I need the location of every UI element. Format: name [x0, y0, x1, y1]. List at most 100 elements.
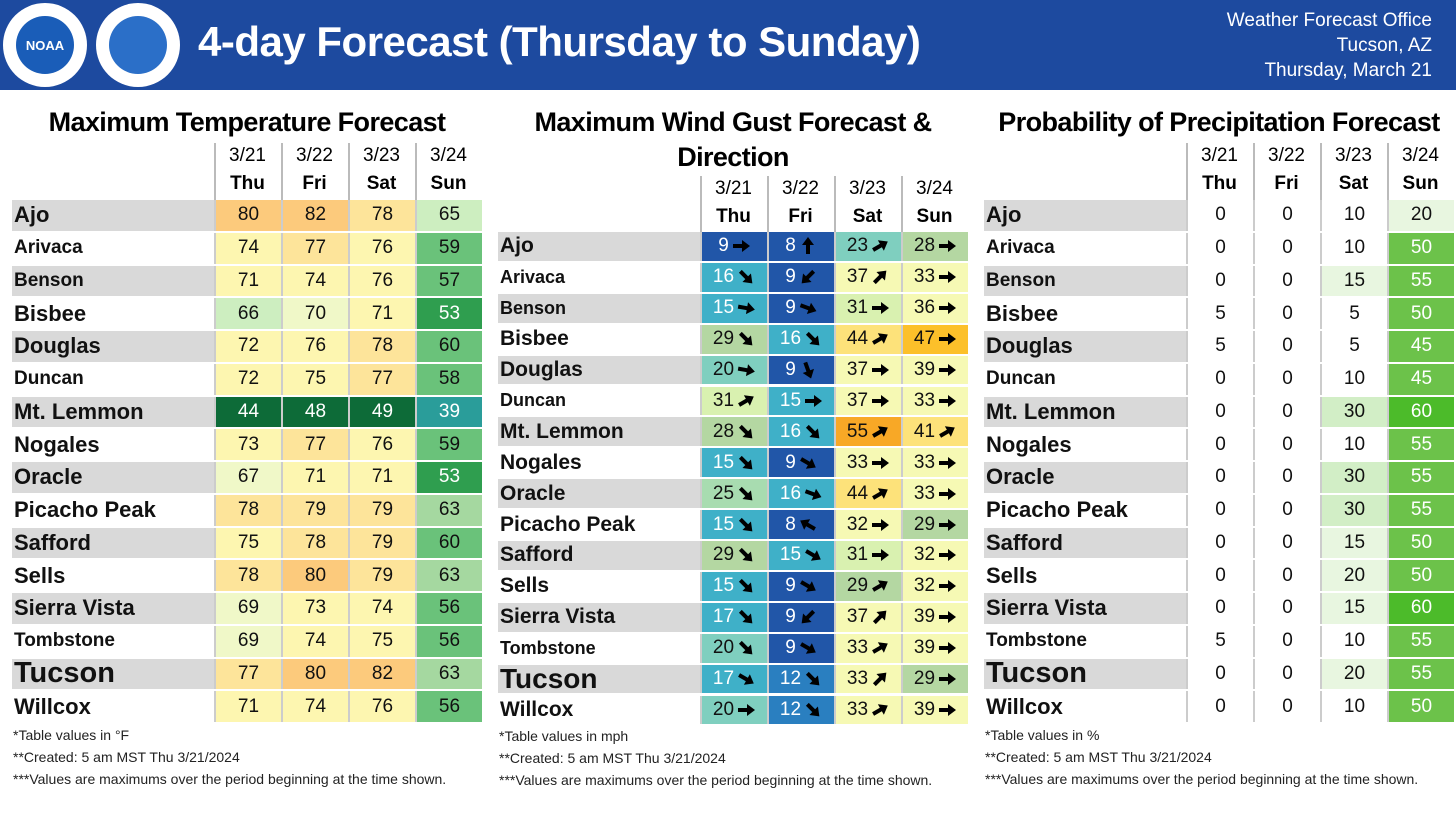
logo-text: NOAA	[16, 16, 74, 74]
arrow-shape	[805, 549, 821, 562]
forecast-cell: 74	[214, 232, 281, 264]
arrow-shape	[939, 426, 955, 438]
location-name: Willcox	[12, 691, 214, 722]
column-day: Thu	[716, 206, 751, 227]
forecast-cell: 15	[1320, 593, 1387, 624]
arrow-shape	[738, 455, 753, 470]
location-name: Sells	[12, 560, 214, 591]
arrow-shape	[737, 302, 755, 315]
cell-value: 0	[1282, 695, 1293, 717]
cell-value: 67	[237, 466, 260, 488]
forecast-cell: 75	[348, 625, 415, 657]
forecast-cell: 78	[214, 494, 281, 526]
cell-value: 37	[846, 359, 869, 381]
cell-value: 0	[1215, 400, 1226, 422]
cell-value: 78	[304, 531, 327, 553]
forecast-cell: 10	[1320, 200, 1387, 231]
cell-value: 77	[237, 662, 260, 684]
cell-value: 33	[846, 637, 869, 659]
cell-value: 0	[1282, 368, 1293, 390]
cell-value: 32	[846, 513, 869, 535]
forecast-cell: 0	[1253, 625, 1320, 657]
cell-value: 16	[779, 420, 802, 442]
forecast-cell: 60	[415, 527, 482, 559]
forecast-cell: 39	[901, 633, 968, 663]
forecast-cell: 15	[767, 386, 834, 416]
arrow-shape	[799, 457, 816, 469]
arrow-shape	[939, 487, 957, 500]
cell-value: 29	[712, 544, 735, 566]
nws-logo	[96, 3, 180, 87]
cell-value: 33	[913, 266, 936, 288]
forecast-cell: 33	[834, 664, 901, 694]
cell-value: 32	[913, 575, 936, 597]
forecast-cell: 53	[415, 462, 482, 493]
cell-value: 5	[1349, 302, 1360, 324]
cell-value: 5	[1349, 335, 1360, 357]
arrow-shape	[872, 456, 890, 469]
arrow-shape	[738, 703, 756, 716]
forecast-cell: 78	[281, 527, 348, 559]
wind-arrow	[738, 673, 754, 685]
cell-value: 39	[913, 637, 936, 659]
wind-arrow	[872, 672, 887, 687]
forecast-cell: 76	[348, 232, 415, 264]
cell-value: 16	[712, 266, 735, 288]
location-name: Ajo	[984, 200, 1186, 231]
cell-value: 31	[712, 389, 735, 411]
arrow-shape	[737, 364, 755, 377]
arrow-shape	[939, 240, 957, 253]
arrow-shape	[939, 673, 957, 686]
column-date: 3/22	[782, 178, 819, 199]
cell-value: 10	[1343, 368, 1366, 390]
location-name: Arivaca	[984, 232, 1186, 264]
forecast-cell: 60	[415, 331, 482, 362]
arrow-shape	[738, 641, 753, 655]
cell-value: 16	[779, 482, 802, 504]
location-name: Duncan	[12, 363, 214, 395]
footnote: **Created: 5 am MST Thu 3/21/2024	[499, 750, 726, 766]
wind-arrow	[939, 611, 957, 624]
arrow-shape	[805, 394, 823, 407]
column-day: Sun	[1402, 173, 1439, 194]
cell-value: 71	[237, 269, 260, 291]
cell-value: 0	[1282, 466, 1293, 488]
forecast-cell: 33	[901, 262, 968, 292]
arrow-shape	[801, 237, 814, 255]
forecast-cell: 29	[834, 571, 901, 601]
cell-value: 57	[438, 269, 461, 291]
arrow-shape	[799, 302, 817, 315]
cell-value: 15	[712, 451, 735, 473]
wind-arrow	[805, 702, 820, 717]
wind-arrow	[738, 641, 753, 655]
cell-value: 50	[1410, 531, 1433, 553]
cell-value: 79	[304, 499, 327, 521]
forecast-cell: 0	[1253, 298, 1320, 329]
wind-arrow	[872, 364, 890, 377]
forecast-cell: 37	[834, 386, 901, 416]
cell-value: 16	[779, 328, 802, 350]
arrow-shape	[738, 270, 753, 284]
cell-value: 0	[1215, 237, 1226, 259]
cell-value: 0	[1215, 695, 1226, 717]
cell-value: 29	[913, 668, 936, 690]
arrow-shape	[939, 580, 957, 593]
cell-value: 71	[371, 466, 394, 488]
forecast-cell: 74	[348, 593, 415, 624]
forecast-cell: 0	[1253, 658, 1320, 690]
cell-value: 36	[913, 297, 936, 319]
arrow-shape	[872, 270, 887, 285]
cell-value: 0	[1215, 368, 1226, 390]
forecast-cell: 55	[834, 417, 901, 447]
location-name: Tombstone	[498, 633, 700, 663]
cell-value: 17	[712, 606, 735, 628]
cell-value: 74	[304, 630, 327, 652]
forecast-cell: 53	[415, 298, 482, 329]
column-divider	[1320, 143, 1322, 200]
forecast-cell: 8	[767, 510, 834, 539]
forecast-cell: 29	[700, 324, 767, 354]
cell-value: 76	[371, 695, 394, 717]
forecast-cell: 20	[1320, 560, 1387, 591]
forecast-cell: 17	[700, 664, 767, 694]
cell-value: 0	[1282, 237, 1293, 259]
